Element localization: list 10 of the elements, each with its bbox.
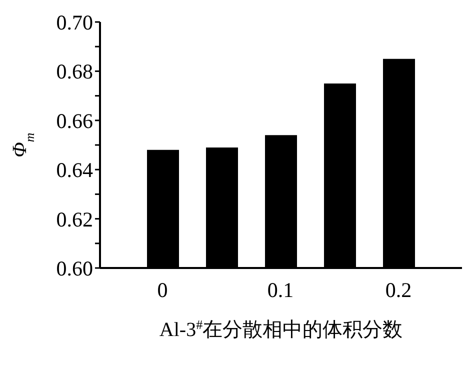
x-tick-label: 0.2 bbox=[385, 278, 412, 302]
y-tick-label: 0.68 bbox=[56, 60, 93, 84]
x-axis-title: Al-3$^{#}$在分散相中的体积分数 bbox=[159, 316, 403, 341]
x-tick-label: 0 bbox=[157, 278, 168, 302]
y-tick-label: 0.60 bbox=[56, 256, 93, 280]
y-tick-label: 0.62 bbox=[56, 207, 93, 232]
x-tick-label: 0.1 bbox=[267, 278, 294, 302]
y-tick-label: 0.64 bbox=[56, 158, 94, 182]
y-tick-label: 0.66 bbox=[56, 108, 93, 133]
y-tick-label: 0.70 bbox=[56, 10, 93, 34]
